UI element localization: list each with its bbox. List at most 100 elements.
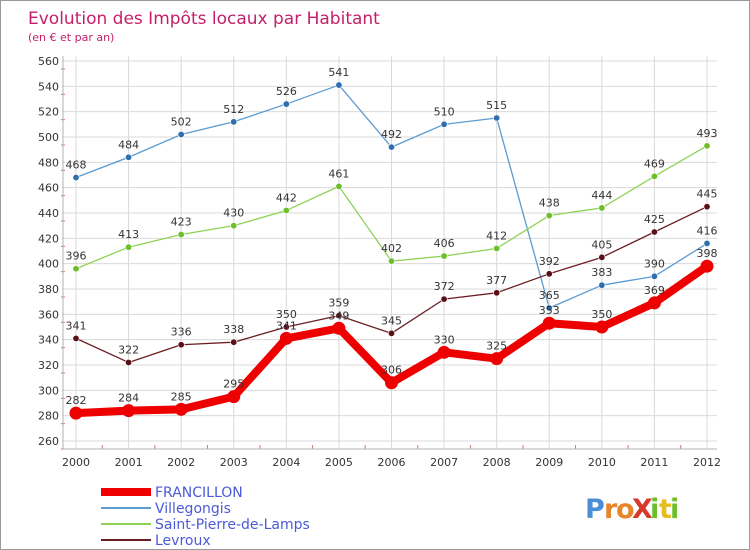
- data-point-saint-pierre-de-lamps: [177, 231, 185, 239]
- data-point-saint-pierre-de-lamps: [493, 244, 501, 252]
- data-label-francillon: 353: [539, 304, 560, 317]
- data-point-levroux: [650, 228, 658, 236]
- data-label-levroux: 322: [118, 343, 139, 356]
- data-label-saint-pierre-de-lamps: 423: [171, 216, 192, 229]
- data-label-levroux: 336: [171, 326, 192, 339]
- data-point-villegongis: [72, 174, 80, 182]
- data-label-levroux: 341: [66, 319, 87, 332]
- data-point-villegongis: [335, 81, 343, 89]
- data-label-levroux: 372: [434, 280, 455, 293]
- x-tick-label: 2005: [325, 456, 353, 469]
- data-point-saint-pierre-de-lamps: [335, 182, 343, 190]
- data-point-francillon: [437, 345, 451, 359]
- data-point-levroux: [440, 295, 448, 303]
- data-point-saint-pierre-de-lamps: [387, 257, 395, 265]
- data-label-francillon: 285: [171, 390, 192, 403]
- y-tick-label: 440: [38, 207, 59, 220]
- data-point-villegongis: [440, 120, 448, 128]
- data-label-levroux: 392: [539, 255, 560, 268]
- data-label-saint-pierre-de-lamps: 430: [223, 207, 244, 220]
- data-label-saint-pierre-de-lamps: 406: [434, 237, 455, 250]
- data-label-villegongis: 502: [171, 115, 192, 128]
- y-tick-label: 340: [38, 334, 59, 347]
- data-point-saint-pierre-de-lamps: [72, 265, 80, 273]
- axes: 260 280 300 320 340 360 380 400 420 440 460 480 500 5…: [38, 55, 721, 469]
- data-label-levroux: 345: [381, 314, 402, 327]
- x-tick-label: 2008: [483, 456, 511, 469]
- x-tick-label: 2006: [378, 456, 406, 469]
- y-tick-label: 300: [38, 384, 59, 397]
- data-point-levroux: [72, 334, 80, 342]
- data-label-francillon: 282: [66, 394, 87, 407]
- data-label-francillon: 349: [328, 309, 349, 322]
- data-point-francillon: [279, 331, 293, 345]
- data-point-villegongis: [282, 100, 290, 108]
- data-label-francillon: 306: [381, 364, 402, 377]
- data-point-levroux: [387, 329, 395, 337]
- y-tick-label: 260: [38, 435, 59, 448]
- x-tick-label: 2009: [535, 456, 563, 469]
- data-label-francillon: 295: [223, 378, 244, 391]
- data-label-villegongis: 468: [66, 159, 87, 172]
- data-point-saint-pierre-de-lamps: [598, 204, 606, 212]
- y-tick-label: 420: [38, 232, 59, 245]
- x-tick-label: 2010: [588, 456, 616, 469]
- data-point-villegongis: [650, 272, 658, 280]
- data-point-francillon: [122, 404, 136, 418]
- data-point-levroux: [493, 289, 501, 297]
- data-point-francillon: [647, 296, 661, 310]
- x-tick-label: 2003: [220, 456, 248, 469]
- y-tick-label: 560: [38, 55, 59, 68]
- data-label-saint-pierre-de-lamps: 493: [697, 127, 718, 140]
- logo-letter: i: [670, 494, 679, 525]
- legend-label-saint-pierre-de-lamps: Saint-Pierre-de-Lamps: [155, 517, 310, 533]
- legend-label-villegongis: Villegongis: [155, 501, 231, 517]
- data-label-levroux: 425: [644, 213, 665, 226]
- x-tick-label: 2000: [62, 456, 90, 469]
- data-point-levroux: [598, 253, 606, 261]
- data-label-villegongis: 390: [644, 257, 665, 270]
- y-tick-label: 520: [38, 106, 59, 119]
- data-point-villegongis: [545, 304, 553, 312]
- logo-letter: o: [616, 494, 635, 525]
- data-label-levroux: 350: [276, 308, 297, 321]
- data-point-francillon: [385, 376, 398, 390]
- data-point-levroux: [545, 270, 553, 278]
- logo-letter: i: [650, 494, 659, 525]
- x-tick-label: 2004: [272, 456, 300, 469]
- data-point-francillon: [595, 320, 609, 334]
- data-point-saint-pierre-de-lamps: [440, 252, 448, 260]
- y-tick-label: 280: [38, 410, 59, 423]
- data-point-villegongis: [703, 239, 711, 247]
- data-point-levroux: [230, 338, 238, 346]
- data-label-villegongis: 492: [381, 128, 402, 141]
- data-point-villegongis: [493, 114, 501, 122]
- data-label-saint-pierre-de-lamps: 444: [591, 189, 612, 202]
- series-layer: [69, 81, 714, 420]
- x-tick-label: 2001: [115, 456, 143, 469]
- y-tick-label: 360: [38, 308, 59, 321]
- data-label-villegongis: 484: [118, 138, 139, 151]
- data-label-villegongis: 510: [434, 105, 455, 118]
- data-point-saint-pierre-de-lamps: [545, 212, 553, 220]
- data-label-villegongis: 526: [276, 85, 297, 98]
- x-tick-label: 2002: [167, 456, 195, 469]
- data-label-saint-pierre-de-lamps: 442: [276, 191, 297, 204]
- data-label-saint-pierre-de-lamps: 413: [118, 228, 139, 241]
- data-label-villegongis: 365: [539, 289, 560, 302]
- y-tick-label: 380: [38, 283, 59, 296]
- data-label-levroux: 359: [328, 297, 349, 310]
- data-label-levroux: 338: [223, 323, 244, 336]
- x-tick-label: 2007: [430, 456, 458, 469]
- data-label-francillon: 341: [276, 319, 297, 332]
- data-point-villegongis: [125, 153, 133, 161]
- data-label-saint-pierre-de-lamps: 402: [381, 242, 402, 255]
- data-point-saint-pierre-de-lamps: [650, 172, 658, 180]
- data-label-levroux: 405: [591, 238, 612, 251]
- data-point-levroux: [282, 323, 290, 331]
- y-tick-label: 460: [38, 182, 59, 195]
- y-tick-label: 540: [38, 80, 59, 93]
